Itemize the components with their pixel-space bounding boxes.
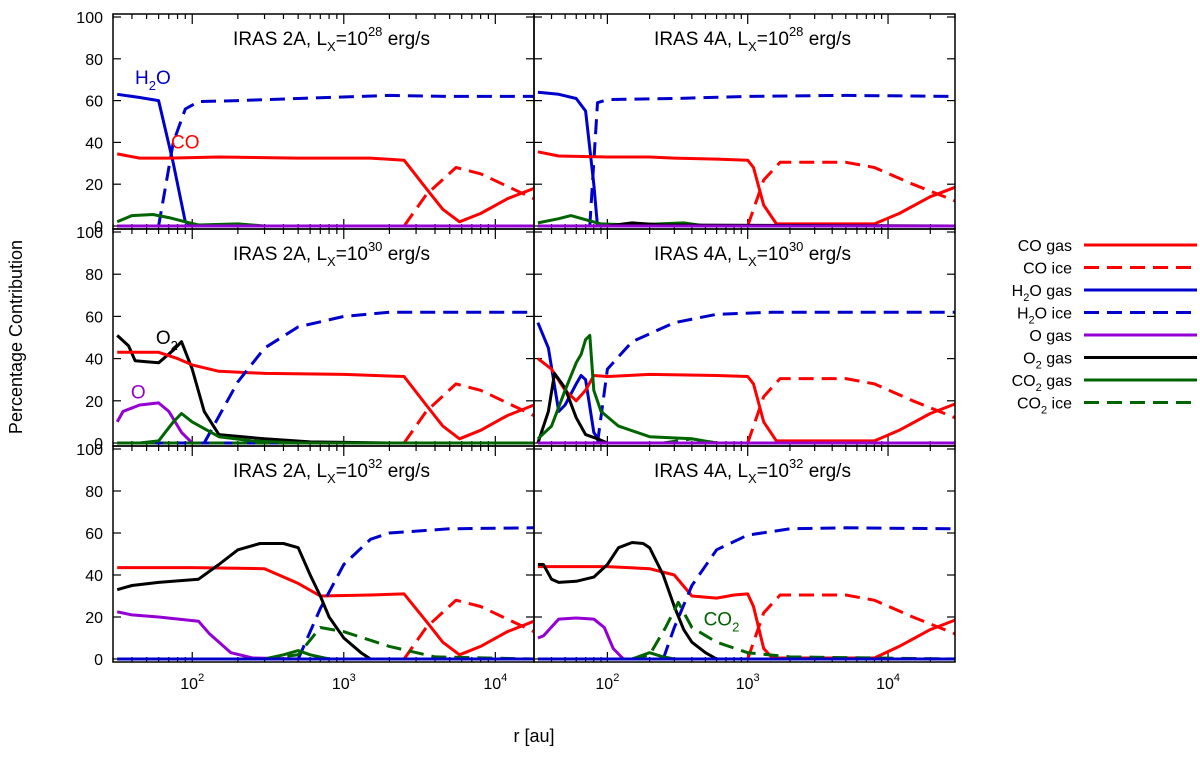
legend-label: CO ice [1023,261,1072,278]
series-co-gas [117,350,535,441]
y-tick-label: 40 [85,135,103,152]
series-o-gas [116,610,534,661]
y-tick-label: 80 [85,267,103,284]
annotation-label: O2 [156,328,178,353]
series-co-gas [117,566,535,657]
legend-label: O gas [1029,328,1072,345]
annotation-label: O [131,383,146,404]
series-co2-ice [264,626,535,661]
panel-6: 102 103 104 CO2 IRAS 4A, LX=1032 erg/s [533,445,956,693]
series-co-gas [537,150,956,226]
y-axis-label: Percentage Contribution [6,240,26,434]
series-co-ice [746,593,956,660]
panels-group: 100 80 60 40 20 0 H2O CO IRAS 2A, LX=1028 erg/s I… [76,10,956,693]
series-co-gas [536,357,956,443]
legend-label: H2O ice [1017,306,1072,327]
panel-title: IRAS 4A, LX=1030 erg/s [654,239,851,269]
y-tick-label: 100 [76,10,103,27]
series-h2o-ice [588,93,956,227]
annotation-label: CO [171,133,200,154]
panel-title: IRAS 2A, LX=1030 erg/s [233,239,430,269]
annotation-label: H2O [135,68,171,93]
y-tick-label: 60 [85,526,103,543]
y-tick-label: 20 [85,610,103,627]
x-tick-label: 103 [736,672,760,693]
panel-1: 100 80 60 40 20 0 H2O CO IRAS 2A, LX=1028 erg/s [76,10,535,236]
panel-3: 100 80 60 40 20 0 O2 O IRAS 2A, LX=1030 erg/s [76,225,535,453]
x-tick-label: 102 [595,672,619,693]
series-h2o-ice [157,93,534,227]
series-o2-gas [116,334,534,445]
series-co-ice [746,160,956,227]
series-o-gas [537,616,955,661]
panel-2: IRAS 4A, LX=1028 erg/s [533,13,956,230]
legend-label: O2 gas [1023,351,1072,372]
legend-label: CO2 ice [1017,396,1072,417]
y-tick-label: 100 [76,225,103,242]
y-tick-label: 100 [76,442,103,459]
panel-frame [533,445,956,663]
series-o2-gas [537,541,955,661]
annotation-label: CO2 [704,609,740,634]
y-tick-label: 0 [94,219,103,236]
y-tick-label: 40 [85,352,103,369]
series-h2o-ice [296,526,535,660]
series-co2-ice [631,600,956,661]
y-tick-label: 80 [85,484,103,501]
y-tick-label: 0 [94,652,103,669]
x-tick-label: 104 [483,672,507,693]
series-co2-gas [536,333,955,445]
x-tick-label: 103 [332,672,356,693]
panel-5: 100 80 60 40 20 0 102 103 104 IRAS 2A, LX=1032 er… [76,442,535,693]
legend-label: CO gas [1018,238,1072,255]
legend-label: H2O gas [1012,283,1072,304]
panel-4: IRAS 4A, LX=1030 erg/s [533,228,956,447]
series-co-ice [402,166,535,227]
series-co-ice [402,382,535,444]
panel-title: IRAS 2A, LX=1032 erg/s [233,456,430,486]
x-tick-label: 104 [876,672,900,693]
series-co-gas [116,152,535,224]
y-tick-label: 40 [85,568,103,585]
series-h2o-ice [661,526,956,660]
x-axis-label: r [au] [513,726,554,746]
series-o2-gas [116,542,534,661]
series-h2o-ice [596,310,955,444]
y-tick-label: 0 [94,436,103,453]
panel-title: IRAS 4A, LX=1032 erg/s [654,456,851,486]
y-tick-label: 20 [85,394,103,411]
x-tick-label: 102 [180,672,204,693]
series-h2o-gas [536,322,955,445]
y-tick-label: 80 [85,52,103,69]
series-h2o-ice [202,310,534,444]
y-tick-label: 60 [85,309,103,326]
legend-label: CO2 gas [1012,373,1072,394]
series-o-gas [115,401,534,445]
series-co-gas [537,565,956,660]
panel-title: IRAS 2A, LX=1028 erg/s [233,24,430,54]
y-tick-label: 20 [85,177,103,194]
y-tick-label: 60 [85,94,103,111]
panel-title: IRAS 4A, LX=1028 erg/s [654,24,851,54]
series-co-ice [402,598,535,660]
series-co-ice [746,377,956,444]
series-h2o-gas [116,92,534,228]
